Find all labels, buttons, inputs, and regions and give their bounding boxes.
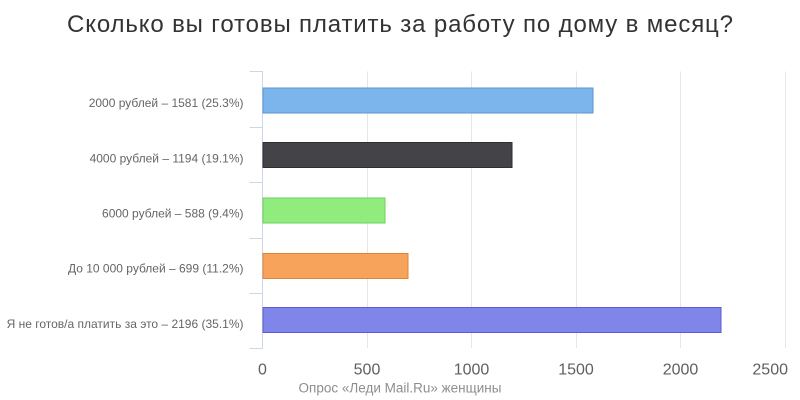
svg-text:4000 рублей – 1194 (19.1%): 4000 рублей – 1194 (19.1%) — [90, 152, 244, 166]
svg-text:1000: 1000 — [454, 362, 490, 379]
svg-text:2500: 2500 — [752, 362, 788, 379]
svg-text:До 10 000 рублей – 699 (11.2%): До 10 000 рублей – 699 (11.2%) — [68, 262, 244, 276]
svg-text:6000 рублей – 588 (9.4%): 6000 рублей – 588 (9.4%) — [102, 207, 243, 221]
svg-text:500: 500 — [354, 362, 381, 379]
svg-text:1500: 1500 — [558, 362, 594, 379]
svg-text:Опрос «Леди Mail.Ru» женщины: Опрос «Леди Mail.Ru» женщины — [299, 381, 502, 396]
svg-text:0: 0 — [258, 362, 267, 379]
svg-text:Сколько вы готовы платить за р: Сколько вы готовы платить за работу по д… — [67, 11, 733, 38]
svg-text:Я не готов/а платить за это –: Я не готов/а платить за это – 2196 (35.1… — [7, 317, 244, 331]
svg-text:2000 рублей – 1581 (25.3%): 2000 рублей – 1581 (25.3%) — [89, 96, 244, 110]
svg-text:2000: 2000 — [663, 362, 699, 379]
